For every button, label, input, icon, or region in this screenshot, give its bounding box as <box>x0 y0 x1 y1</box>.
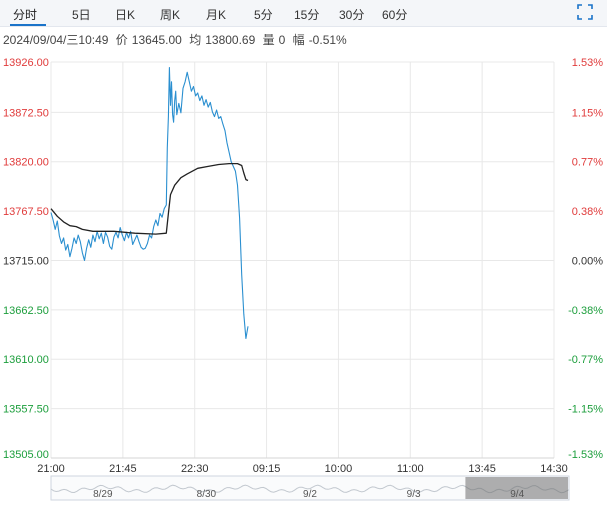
navigator-date-label: 9/3 <box>407 489 421 500</box>
tab-5-min[interactable]: 5分 <box>254 8 273 22</box>
y-axis-price-tick: 13715.00 <box>3 255 49 267</box>
volume-label: 量 <box>262 33 275 47</box>
y-axis-percent-tick: -1.15% <box>568 404 603 416</box>
navigator-date-label: 9/2 <box>303 489 317 500</box>
average-price-line <box>50 162 249 235</box>
tab-60-min[interactable]: 60分 <box>382 8 408 22</box>
navigator-selected-range[interactable] <box>465 477 568 499</box>
y-axis-price-tick: 13662.50 <box>3 305 49 317</box>
x-axis-time-tick: 09:15 <box>253 463 281 475</box>
y-axis-price-tick: 13767.50 <box>3 206 49 218</box>
x-axis-time-tick: 14:30 <box>540 463 568 475</box>
y-axis-percent-tick: -0.38% <box>568 305 603 317</box>
change-label: 幅 <box>292 33 305 47</box>
y-axis-percent-tick: 1.15% <box>572 107 603 119</box>
quote-datetime: 2024/09/04/三10:49 <box>3 33 109 47</box>
tab-weekly-k[interactable]: 周K <box>160 8 181 22</box>
active-tab-indicator <box>10 24 46 26</box>
x-axis-time-tick: 22:30 <box>181 463 209 475</box>
y-axis-percent-tick: 0.38% <box>572 206 603 218</box>
tab-15-min[interactable]: 15分 <box>294 8 320 22</box>
x-axis-time-tick: 11:00 <box>397 463 424 475</box>
fullscreen-icon[interactable] <box>576 3 594 21</box>
navigator-date-label: 8/29 <box>93 489 113 500</box>
tab-5-day[interactable]: 5日 <box>72 8 91 22</box>
period-tab-bar: 分时 5日 日K 周K 月K 5分 15分 30分 60分 <box>0 0 607 27</box>
x-axis-time-tick: 13:45 <box>468 463 496 475</box>
y-axis-percent-tick: 1.53% <box>572 57 603 69</box>
tab-30-min[interactable]: 30分 <box>339 8 365 22</box>
tab-daily-k[interactable]: 日K <box>115 8 136 22</box>
y-axis-price-tick: 13872.50 <box>3 107 49 119</box>
price-line <box>50 67 249 340</box>
x-axis-time-tick: 21:45 <box>109 463 137 475</box>
y-axis-percent-tick: 0.00% <box>572 255 603 267</box>
y-axis-percent-tick: -0.77% <box>568 354 603 366</box>
navigator-date-label: 9/4 <box>510 489 524 500</box>
average-value: 13800.69 <box>205 33 256 47</box>
tab-intraday[interactable]: 分时 <box>13 8 38 22</box>
y-axis-price-tick: 13926.00 <box>3 57 49 69</box>
navigator-date-label: 8/30 <box>197 489 217 500</box>
average-label: 均 <box>189 33 202 47</box>
tab-monthly-k[interactable]: 月K <box>206 8 227 22</box>
y-axis-percent-tick: 0.77% <box>572 157 603 169</box>
price-label: 价 <box>115 33 128 47</box>
volume-value: 0 <box>278 33 286 47</box>
y-axis-percent-tick: -1.53% <box>568 449 603 461</box>
y-axis-price-tick: 13610.00 <box>3 354 49 366</box>
price-value: 13645.00 <box>131 33 182 47</box>
y-axis-price-tick: 13820.00 <box>3 157 49 169</box>
change-value: -0.51% <box>308 33 347 47</box>
y-axis-price-tick: 13557.50 <box>3 404 49 416</box>
x-axis-time-tick: 10:00 <box>325 463 353 475</box>
y-axis-price-tick: 13505.00 <box>3 449 49 461</box>
x-axis-time-tick: 21:00 <box>37 463 65 475</box>
